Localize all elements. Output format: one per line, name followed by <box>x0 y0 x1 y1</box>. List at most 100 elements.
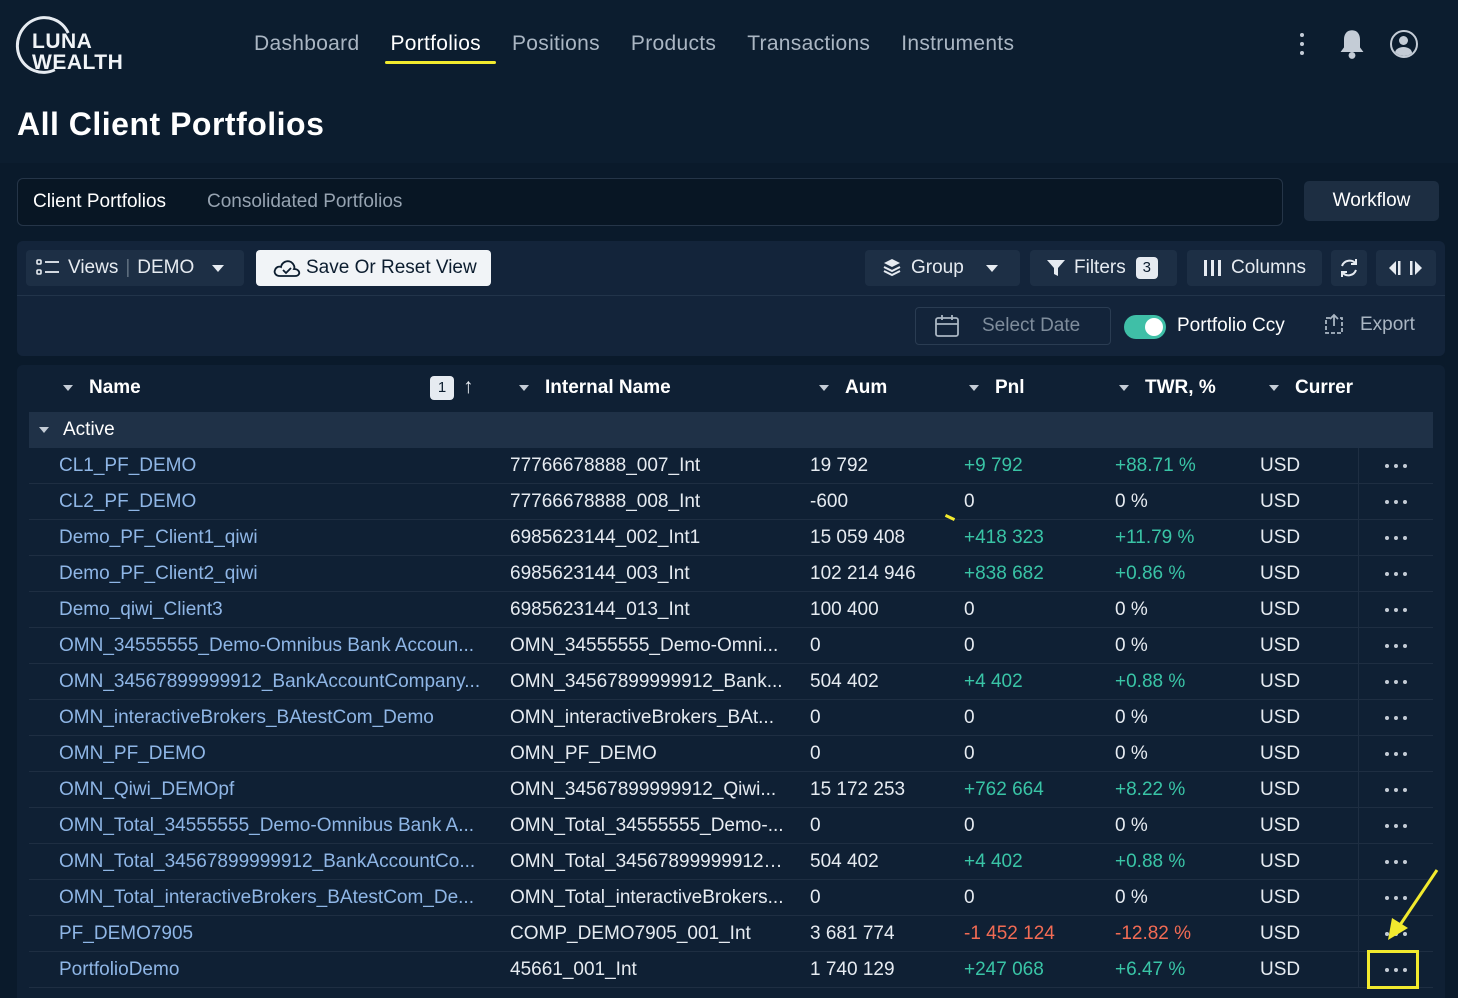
refresh-button[interactable] <box>1331 250 1367 286</box>
cell-portfolio-name[interactable]: OMN_34555555_Demo-Omnibus Bank Accoun... <box>59 635 475 656</box>
table-row[interactable]: CL2_PF_DEMO 77766678888_008_Int -600 0 0 % US… <box>29 484 1433 520</box>
cell-portfolio-name[interactable]: Demo_PF_Client1_qiwi <box>59 527 258 548</box>
table-row[interactable]: Demo_PF_Client1_qiwi 6985623144_002_Int1 1… <box>29 520 1433 556</box>
cell-twr: 0 % <box>1115 599 1148 620</box>
cell-aum: 100 400 <box>810 599 879 620</box>
cell-internal-name: 6985623144_003_Int <box>510 563 690 584</box>
cell-currency: USD <box>1260 707 1301 728</box>
cell-aum: 0 <box>810 635 821 656</box>
workflow-button[interactable]: Workflow <box>1304 181 1439 221</box>
table-row[interactable]: PortfolioDemo 45661_001_Int 1 740 129 +247 … <box>29 952 1433 988</box>
table-row[interactable]: CL1_PF_DEMO 77766678888_007_Int 19 792 +9 7… <box>29 448 1433 484</box>
row-actions-more-icon[interactable] <box>1358 664 1433 700</box>
cell-portfolio-name[interactable]: PF_DEMO7905 <box>59 923 194 944</box>
cell-portfolio-name[interactable]: OMN_34567899999912_BankAccountCompany... <box>59 671 481 692</box>
columns-label: Columns <box>1231 257 1306 278</box>
row-actions-more-icon[interactable] <box>1358 736 1433 772</box>
row-actions-more-icon[interactable] <box>1358 484 1433 520</box>
main-nav: Dashboard Portfolios Positions Products … <box>254 30 1045 64</box>
calendar-icon <box>935 315 959 337</box>
table-row[interactable]: OMN_34555555_Demo-Omnibus Bank Accoun...… <box>29 628 1433 664</box>
user-account-icon[interactable] <box>1390 30 1418 58</box>
bell-icon[interactable] <box>1338 28 1366 60</box>
row-actions-more-icon[interactable] <box>1358 952 1433 988</box>
header-pnl[interactable]: Pnl <box>969 377 1025 399</box>
views-dropdown[interactable]: Views | DEMO <box>26 250 244 286</box>
row-actions-more-icon[interactable] <box>1358 808 1433 844</box>
tab-client-portfolios[interactable]: Client Portfolios <box>33 191 167 212</box>
table-row[interactable]: OMN_Qiwi_DEMOpf OMN_34567899999912_Qiwi..… <box>29 772 1433 808</box>
filters-count-badge: 3 <box>1135 257 1158 279</box>
table-row[interactable]: OMN_Total_interactiveBrokers_BAtestCom_D… <box>29 880 1433 916</box>
annotation-arrow-icon <box>1388 869 1439 940</box>
table-row[interactable]: OMN_PF_DEMO OMN_PF_DEMO 0 0 0 % USD <box>29 736 1433 772</box>
save-or-reset-view-button[interactable]: Save Or Reset View <box>256 250 491 286</box>
page-title: All Client Portfolios <box>17 106 325 142</box>
nav-portfolios[interactable]: Portfolios <box>385 30 496 64</box>
table-row[interactable]: OMN_34567899999912_BankAccountCompany...… <box>29 664 1433 700</box>
cell-twr: +0.86 % <box>1115 563 1186 584</box>
row-actions-more-icon[interactable] <box>1358 880 1433 916</box>
header-internal-name[interactable]: Internal Name <box>519 377 671 399</box>
collapse-panels-button[interactable] <box>1376 250 1436 286</box>
cell-portfolio-name[interactable]: Demo_PF_Client2_qiwi <box>59 563 258 584</box>
select-date-input[interactable]: Select Date <box>915 307 1111 345</box>
cell-twr: 0 % <box>1115 491 1148 512</box>
cell-portfolio-name[interactable]: OMN_Total_interactiveBrokers_BAtestCom_D… <box>59 887 474 908</box>
cell-portfolio-name[interactable]: OMN_Total_34555555_Demo-Omnibus Bank A..… <box>59 815 475 836</box>
row-actions-more-icon[interactable] <box>1358 628 1433 664</box>
logo-line1: LUNA <box>32 30 93 53</box>
row-actions-more-icon[interactable] <box>1358 556 1433 592</box>
table-row[interactable]: Demo_qiwi_Client3 6985623144_013_Int 100 4… <box>29 592 1433 628</box>
sort-ascending-icon[interactable]: ↑ <box>463 375 474 398</box>
cell-twr: 0 % <box>1115 635 1148 656</box>
cell-portfolio-name[interactable]: OMN_interactiveBrokers_BAtestCom_Demo <box>59 707 434 728</box>
group-dropdown[interactable]: Group <box>865 250 1020 286</box>
more-vertical-icon[interactable] <box>1288 28 1316 60</box>
select-date-placeholder: Select Date <box>982 315 1081 336</box>
cell-currency: USD <box>1260 599 1301 620</box>
cell-portfolio-name[interactable]: PortfolioDemo <box>59 959 180 980</box>
filters-button[interactable]: Filters 3 <box>1030 250 1177 286</box>
cell-portfolio-name[interactable]: CL1_PF_DEMO <box>59 455 197 476</box>
header-name[interactable]: Name <box>63 377 141 399</box>
cell-internal-name: 6985623144_002_Int1 <box>510 527 701 548</box>
table-row[interactable]: PF_DEMO7905 COMP_DEMO7905_001_Int 3 681 77… <box>29 916 1433 952</box>
group-row-active[interactable]: Active <box>29 412 1433 448</box>
cell-currency: USD <box>1260 455 1301 476</box>
table-row[interactable]: Demo_PF_Client2_qiwi 6985623144_003_Int 10… <box>29 556 1433 592</box>
table-row[interactable]: OMN_Total_34567899999912_BankAccountCo..… <box>29 844 1433 880</box>
cell-portfolio-name[interactable]: Demo_qiwi_Client3 <box>59 599 223 620</box>
row-actions-more-icon[interactable] <box>1358 520 1433 556</box>
panel-toggle-icon <box>1389 261 1422 275</box>
cell-pnl: 0 <box>964 887 975 908</box>
nav-positions[interactable]: Positions <box>511 32 600 55</box>
cell-internal-name: OMN_Total_34567899999912_... <box>510 851 788 872</box>
luna-wealth-logo[interactable]: LUNA WEALTH <box>7 8 136 82</box>
nav-products[interactable]: Products <box>630 32 717 55</box>
header-currency[interactable]: Currer <box>1269 377 1353 399</box>
nav-instruments[interactable]: Instruments <box>901 32 1015 55</box>
row-actions-more-icon[interactable] <box>1358 448 1433 484</box>
cell-internal-name: OMN_Total_34555555_Demo-... <box>510 815 784 836</box>
cell-portfolio-name[interactable]: CL2_PF_DEMO <box>59 491 197 512</box>
row-actions-more-icon[interactable] <box>1358 772 1433 808</box>
header-pnl-label: Pnl <box>995 377 1025 398</box>
table-row[interactable]: OMN_Total_34555555_Demo-Omnibus Bank A..… <box>29 808 1433 844</box>
nav-transactions[interactable]: Transactions <box>747 32 871 55</box>
nav-dashboard[interactable]: Dashboard <box>254 32 360 55</box>
cell-twr: 0 % <box>1115 743 1148 764</box>
cell-portfolio-name[interactable]: OMN_Total_34567899999912_BankAccountCo..… <box>59 851 476 872</box>
cell-portfolio-name[interactable]: OMN_Qiwi_DEMOpf <box>59 779 235 800</box>
row-actions-more-icon[interactable] <box>1358 592 1433 628</box>
table-row[interactable]: OMN_interactiveBrokers_BAtestCom_Demo OMN… <box>29 700 1433 736</box>
header-twr[interactable]: TWR, % <box>1119 377 1216 399</box>
row-actions-more-icon[interactable] <box>1358 700 1433 736</box>
columns-button[interactable]: Columns <box>1187 250 1322 286</box>
cell-portfolio-name[interactable]: OMN_PF_DEMO <box>59 743 206 764</box>
tab-consolidated-portfolios[interactable]: Consolidated Portfolios <box>207 191 403 212</box>
header-aum[interactable]: Aum <box>819 377 887 399</box>
row-actions-more-icon[interactable] <box>1358 844 1433 880</box>
export-button[interactable]: Export <box>1322 313 1415 337</box>
portfolio-ccy-toggle[interactable] <box>1124 315 1166 339</box>
